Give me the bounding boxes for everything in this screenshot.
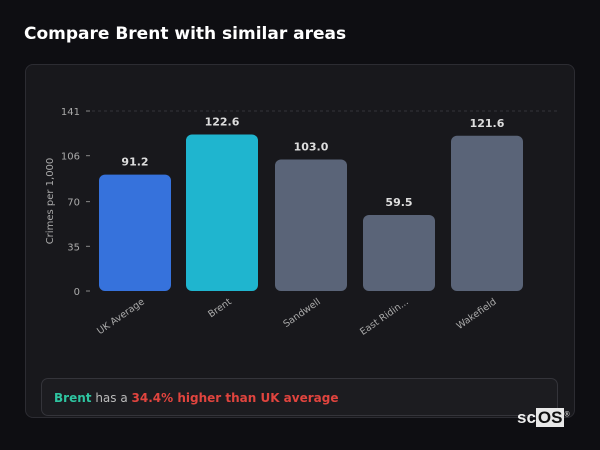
x-tick-label: Brent: [206, 296, 234, 320]
callout-comparison: 34.4% higher than UK average: [131, 391, 339, 405]
x-tick-label: East Ridin...: [358, 296, 411, 337]
y-tick-label: 70: [67, 198, 80, 209]
y-tick-label: 0: [74, 287, 80, 298]
scos-logo: sc OS ®: [517, 408, 570, 427]
bar-wakefield: [451, 135, 523, 291]
x-tick-label: Wakefield: [455, 296, 499, 331]
callout-subject: Brent: [54, 391, 92, 405]
y-axis-label: Crimes per 1,000: [45, 158, 56, 245]
bar-brent: [186, 134, 258, 291]
bar-sandwell: [275, 159, 347, 291]
y-tick-label: 141: [61, 107, 80, 118]
x-tick-label: UK Average: [95, 296, 147, 337]
x-tick-label: Sandwell: [281, 296, 322, 330]
bar-value-label: 122.6: [205, 115, 240, 128]
bar-value-label: 103.0: [294, 141, 329, 154]
y-tick-label: 106: [61, 152, 80, 163]
page-title: Compare Brent with similar areas: [24, 24, 347, 44]
bar-east-ridin-: [363, 215, 435, 291]
bar-value-label: 59.5: [385, 196, 412, 209]
bar-uk-average: [99, 174, 171, 291]
bar-value-label: 121.6: [470, 117, 505, 130]
bar-value-label: 91.2: [121, 156, 148, 169]
callout-middle: has a: [95, 391, 128, 405]
comparison-callout: Brent has a 34.4% higher than UK average: [41, 378, 558, 416]
y-tick-label: 35: [67, 242, 80, 253]
